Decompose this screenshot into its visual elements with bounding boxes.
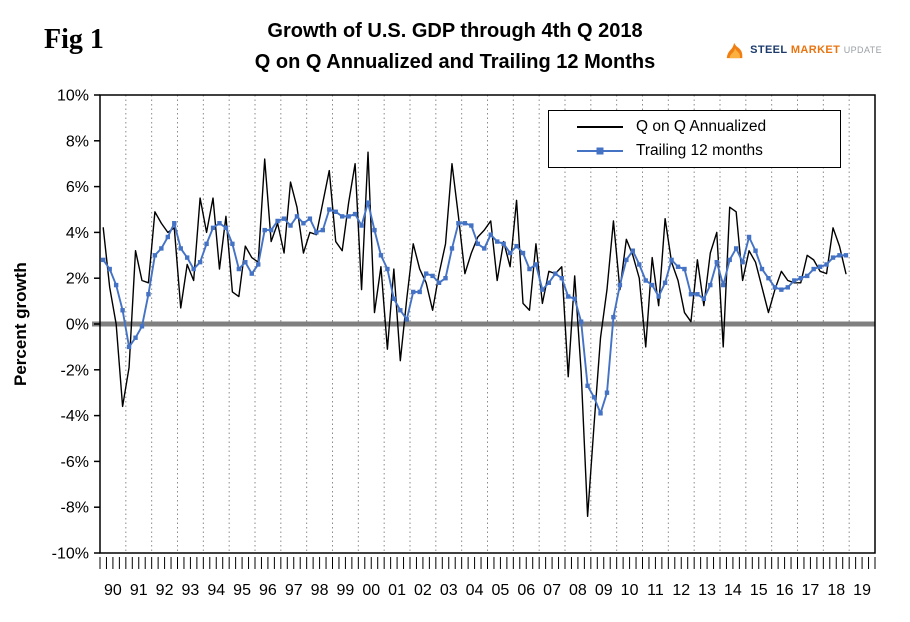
logo-text: STEEL MARKET UPDATE — [750, 44, 882, 56]
chart-title: Growth of U.S. GDP through 4th Q 2018 Q … — [150, 16, 760, 78]
svg-text:19: 19 — [853, 582, 871, 599]
legend-entry-qoq: Q on Q Annualized — [577, 118, 840, 136]
chart-title-line2: Q on Q Annualized and Trailing 12 Months — [254, 51, 656, 73]
svg-text:17: 17 — [802, 582, 820, 599]
svg-text:91: 91 — [130, 582, 148, 599]
svg-text:-8%: -8% — [61, 500, 89, 517]
svg-text:99: 99 — [337, 582, 355, 599]
svg-text:94: 94 — [207, 582, 225, 599]
svg-text:0%: 0% — [66, 317, 89, 334]
svg-text:92: 92 — [156, 582, 174, 599]
legend-label-qoq: Q on Q Annualized — [636, 118, 767, 135]
legend-entry-trailing: Trailing 12 months — [577, 142, 840, 160]
svg-text:8%: 8% — [66, 133, 89, 150]
svg-text:01: 01 — [388, 582, 406, 599]
svg-text:90: 90 — [104, 582, 122, 599]
svg-text:97: 97 — [285, 582, 303, 599]
svg-text:15: 15 — [750, 582, 768, 599]
svg-text:16: 16 — [776, 582, 794, 599]
svg-text:09: 09 — [595, 582, 613, 599]
svg-text:02: 02 — [414, 582, 432, 599]
chart-title-line1: Growth of U.S. GDP through 4th Q 2018 — [267, 20, 643, 42]
svg-text:03: 03 — [440, 582, 458, 599]
logo-word-update: UPDATE — [843, 45, 882, 55]
svg-text:11: 11 — [647, 582, 664, 599]
logo-flame-icon — [726, 42, 743, 59]
svg-text:-10%: -10% — [52, 546, 89, 563]
svg-text:08: 08 — [569, 582, 587, 599]
trailing-marker-icon — [596, 147, 604, 155]
logo-word-market: MARKET — [790, 44, 841, 56]
svg-text:06: 06 — [517, 582, 535, 599]
svg-text:10: 10 — [621, 582, 639, 599]
svg-text:18: 18 — [827, 582, 845, 599]
svg-text:-4%: -4% — [61, 408, 89, 425]
svg-text:95: 95 — [233, 582, 251, 599]
svg-text:2%: 2% — [66, 271, 89, 288]
svg-text:12: 12 — [672, 582, 690, 599]
svg-text:4%: 4% — [66, 225, 89, 242]
svg-text:98: 98 — [311, 582, 329, 599]
trailing-line-swatch — [577, 147, 623, 155]
svg-text:6%: 6% — [66, 179, 89, 196]
svg-text:00: 00 — [362, 582, 380, 599]
legend-label-trailing: Trailing 12 months — [636, 142, 763, 159]
svg-text:96: 96 — [259, 582, 277, 599]
svg-text:05: 05 — [492, 582, 510, 599]
svg-text:93: 93 — [182, 582, 200, 599]
qoq-line-swatch — [577, 126, 623, 128]
plot-area: 10% 8% 6% 4% 2% 0% -2% -4% -6% -8% -10% 90 91 92 93 94 9… — [52, 88, 876, 599]
svg-text:04: 04 — [466, 582, 484, 599]
svg-text:07: 07 — [543, 582, 561, 599]
svg-text:-6%: -6% — [61, 454, 89, 471]
steel-market-update-logo: STEEL MARKET UPDATE — [724, 40, 882, 60]
svg-text:13: 13 — [698, 582, 716, 599]
svg-text:-2%: -2% — [61, 362, 89, 379]
figure-label: Fig 1 — [44, 24, 104, 55]
svg-text:10%: 10% — [57, 88, 89, 105]
svg-text:14: 14 — [724, 582, 742, 599]
logo-word-steel: STEEL — [750, 44, 788, 56]
legend: Q on Q Annualized Trailing 12 months — [548, 110, 841, 168]
